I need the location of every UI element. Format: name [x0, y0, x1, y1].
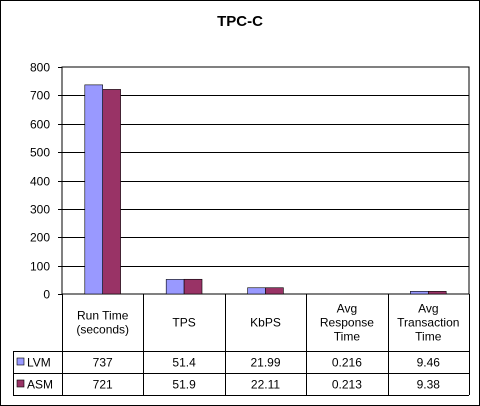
category-label: Run Time	[77, 309, 129, 323]
category-label: Response	[320, 316, 374, 330]
y-tick-label: 700	[30, 89, 50, 103]
y-tick-label: 200	[30, 231, 50, 245]
y-tick-label: 100	[30, 260, 50, 274]
category-label: Time	[415, 330, 442, 344]
data-table-cell: 9.46	[417, 356, 441, 370]
category-label: Transaction	[397, 316, 459, 330]
bar-lvm	[84, 84, 104, 295]
category-label: Avg	[337, 302, 357, 316]
bar-asm	[427, 291, 447, 295]
category-label: Time	[334, 330, 361, 344]
category-label: TPS	[172, 316, 195, 330]
data-table-cell: 51.9	[172, 378, 196, 392]
legend-key-lvm	[16, 357, 25, 366]
legend-key-asm	[16, 379, 25, 388]
category-label: KbPS	[250, 316, 281, 330]
y-tick-label: 400	[30, 175, 50, 189]
data-table-cell: 737	[93, 356, 113, 370]
bar-asm	[265, 287, 284, 295]
plot-area	[61, 66, 470, 295]
y-tick-label: 0	[43, 288, 50, 302]
data-table-cell: 721	[93, 378, 113, 392]
legend-label-lvm: LVM	[27, 356, 51, 370]
data-table-cell: 22.11	[251, 378, 280, 392]
bar-lvm	[410, 291, 429, 295]
data-table-cell: 0.216	[332, 356, 362, 370]
data-table-cell: 0.213	[332, 378, 362, 392]
y-tick-label: 300	[30, 203, 50, 217]
legend-label-asm: ASM	[27, 378, 53, 392]
bar-lvm	[247, 287, 266, 295]
bar-lvm	[165, 279, 185, 295]
data-table-cell: 9.38	[417, 378, 441, 392]
category-label: Avg	[418, 302, 438, 316]
bar-asm	[102, 89, 121, 295]
y-tick-label: 600	[30, 118, 50, 132]
y-tick-label: 800	[30, 61, 50, 75]
y-tick-label: 500	[30, 146, 50, 160]
category-label: (seconds)	[76, 323, 129, 337]
data-table-cell: 21.99	[250, 356, 280, 370]
bar-asm	[183, 278, 203, 295]
data-table-cell: 51.4	[172, 356, 196, 370]
chart-title: TPC-C	[217, 13, 263, 30]
